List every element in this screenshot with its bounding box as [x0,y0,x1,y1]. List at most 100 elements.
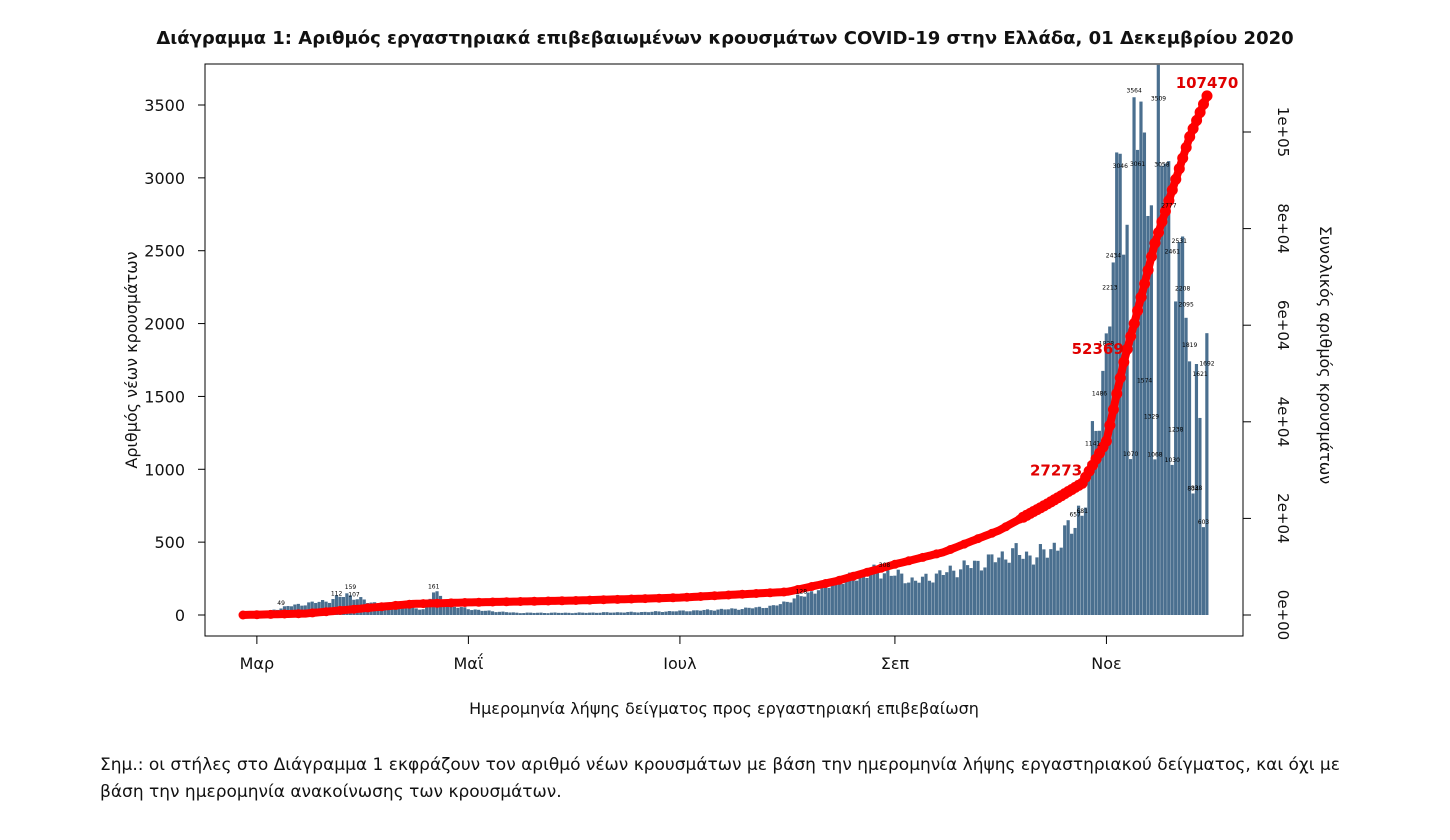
cumulative-point [349,604,359,614]
daily-bar [962,560,966,615]
daily-bar [740,609,744,615]
daily-bar [851,579,855,615]
bar-value-label: 107 [348,591,360,598]
daily-bar [861,574,866,615]
daily-bar [1191,493,1195,615]
daily-bar [1063,525,1067,615]
cumulative-point [1156,216,1168,228]
daily-bar [806,592,810,615]
daily-bar [723,609,727,615]
daily-bar [393,607,398,615]
y2-tick-label: 4e+04 [1274,397,1292,447]
daily-bar [532,612,536,615]
cumulative-layer [238,90,1213,620]
daily-bar [1018,554,1022,615]
daily-bar [948,565,952,615]
daily-bar [789,602,793,615]
daily-bar [1111,262,1115,615]
cumulative-point [307,608,317,618]
daily-bar [761,608,765,615]
daily-bar [667,611,671,615]
cumulative-point [1114,372,1126,384]
daily-bar [442,602,446,615]
daily-bar [390,606,394,615]
daily-bar [1177,242,1181,616]
bar-value-label: 159 [345,584,357,591]
daily-bar [986,554,990,615]
cumulative-point [862,567,872,577]
daily-bar [456,607,460,615]
cumulative-point [959,539,969,549]
daily-bar [560,612,564,615]
daily-bar [969,568,973,615]
daily-bar [612,612,616,615]
daily-bar [463,607,467,615]
cumulative-point [280,609,290,619]
daily-bar [1000,551,1004,615]
daily-bar [615,612,619,615]
cumulative-point [890,559,900,569]
daily-bar [1066,520,1070,615]
cumulative-point [571,596,581,605]
daily-bar [855,580,859,615]
daily-bar [452,606,456,615]
daily-bar [830,584,834,615]
y-tick-label: 3500 [144,96,185,115]
y2-tick-label: 2e+04 [1274,493,1292,543]
footnote: Σημ.: οι στήλες στο Διάγραμμα 1 εκφράζου… [100,755,1340,802]
cumulative-point [1142,264,1154,276]
x-axis-label: Ημερομηνία λήψης δείγματος προς εργαστηρ… [469,699,979,718]
daily-bar [414,608,418,615]
daily-bar [594,612,599,615]
daily-bar [1076,505,1081,615]
cumulative-point [1104,419,1116,431]
cumulative-point [238,610,248,620]
bar-value-label: 3046 [1113,163,1128,170]
cumulative-point [807,582,817,591]
daily-bar [778,604,782,615]
daily-bar [511,612,515,615]
cumulative-point [488,597,498,607]
daily-bar [733,608,737,615]
daily-bar [619,612,623,615]
bar-value-label: 838 [1191,485,1203,492]
daily-bar [771,605,775,615]
daily-bar [924,573,928,615]
daily-bar [640,612,644,615]
y2-axis-label: Συνολικός αριθμός κρουσμάτων [1316,226,1335,485]
daily-bar [657,611,661,615]
chart-title: Διάγραμμα 1: Αριθμός εργαστηριακά επιβεβ… [156,28,1294,49]
cumulative-point [1111,388,1123,400]
cumulative-point [613,594,622,604]
daily-bar [542,613,547,615]
daily-bar [341,597,346,615]
y2-tick-label: 6e+04 [1274,300,1292,350]
daily-bar [1135,149,1140,615]
cumulative-point [1173,163,1185,175]
daily-bar [1146,215,1150,616]
cumulative-point [682,592,692,602]
cumulative-point [377,602,387,612]
daily-bar [764,607,769,615]
y2-tick-label: 8e+04 [1274,203,1292,253]
daily-bar [1101,370,1105,615]
cumulative-point [834,575,844,585]
daily-bar [1128,459,1133,615]
daily-bar [972,560,977,615]
daily-bar [979,570,984,615]
daily-bar [581,612,585,615]
cumulative-point [1128,318,1140,329]
daily-bar [407,607,411,615]
cumulative-point [599,595,609,605]
daily-bar [882,573,886,615]
daily-bar [404,608,408,615]
bar-value-label: 834 [1187,486,1199,493]
daily-bar [868,571,873,615]
daily-bar [584,612,588,615]
daily-bar [633,612,637,615]
cumulative-point [973,534,983,544]
daily-bar [608,612,613,615]
daily-bar [1201,527,1205,615]
daily-bar [515,612,519,615]
daily-bar [685,611,689,615]
